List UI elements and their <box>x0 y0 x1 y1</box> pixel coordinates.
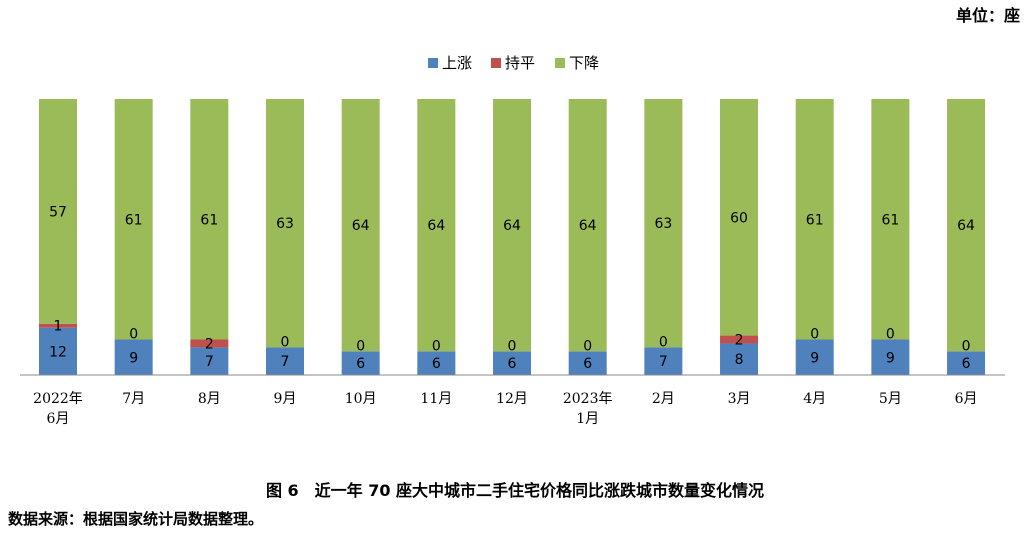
x-tick-label-11-0: 5月 <box>879 391 902 407</box>
bars <box>39 99 986 375</box>
value-label-持平-8: 0 <box>659 334 668 350</box>
x-tick-label-8-0: 2月 <box>652 391 675 407</box>
bar-segment-上涨-1 <box>114 339 153 375</box>
value-label-下降-11: 61 <box>881 212 899 228</box>
x-tick-label-3-0: 9月 <box>274 391 297 407</box>
value-label-下降-0: 57 <box>49 204 67 220</box>
value-label-下降-5: 64 <box>427 218 445 234</box>
x-tick-label-4-0: 10月 <box>345 391 377 407</box>
value-label-持平-1: 0 <box>129 327 138 343</box>
value-labels: 1215790617261706360646064606460647063826… <box>49 204 975 372</box>
value-label-持平-11: 0 <box>886 327 895 343</box>
bar-segment-持平-9 <box>720 335 759 344</box>
x-tick-label-1-0: 7月 <box>122 391 145 407</box>
bar-segment-下降-7 <box>568 99 607 352</box>
legend-swatch-上涨 <box>428 58 438 68</box>
bar-segment-下降-11 <box>871 99 910 340</box>
bar-segment-下降-2 <box>190 99 229 340</box>
value-label-持平-5: 0 <box>432 338 441 354</box>
bar-segment-下降-3 <box>266 99 305 348</box>
legend: 上涨 持平 下降 <box>428 54 599 72</box>
value-label-上涨-0: 12 <box>49 344 67 360</box>
bar-segment-下降-5 <box>417 99 456 352</box>
unit-label: 单位：座 <box>955 6 1020 25</box>
value-label-持平-7: 0 <box>583 338 592 354</box>
bar-segment-上涨-0 <box>39 327 77 375</box>
value-label-持平-3: 0 <box>281 334 290 350</box>
x-tick-label-0-0: 2022年 <box>33 391 83 407</box>
legend-label-下降: 下降 <box>569 54 599 72</box>
bar-segment-下降-6 <box>493 99 532 352</box>
value-label-上涨-6: 6 <box>508 356 517 372</box>
bar-segment-下降-8 <box>644 99 683 348</box>
value-label-下降-2: 61 <box>200 212 218 228</box>
value-label-上涨-8: 7 <box>659 354 668 370</box>
bar-segment-上涨-7 <box>568 351 607 375</box>
value-label-下降-1: 61 <box>125 212 143 228</box>
bar-segment-上涨-12 <box>947 351 986 375</box>
bar-segment-上涨-4 <box>341 351 380 375</box>
bar-segment-上涨-2 <box>190 347 229 375</box>
x-tick-label-7-1: 1月 <box>576 411 599 427</box>
x-tick-label-5-0: 11月 <box>420 391 452 407</box>
value-label-上涨-11: 9 <box>886 350 895 366</box>
value-label-持平-12: 0 <box>962 338 971 354</box>
value-label-持平-0: 1 <box>54 319 63 335</box>
x-tick-labels: 2022年 6月 7月 8月 9月 10月 11月 12月 2023年 1月 2月 3月 4月 5月 6月 <box>33 391 977 427</box>
bar-segment-上涨-10 <box>795 339 834 375</box>
bar-segment-下降-0 <box>39 99 77 324</box>
value-label-下降-3: 63 <box>276 216 294 232</box>
bar-segment-上涨-11 <box>871 339 910 375</box>
bar-segment-上涨-5 <box>417 351 456 375</box>
bar-segment-上涨-3 <box>266 347 305 375</box>
value-label-下降-4: 64 <box>352 218 370 234</box>
value-label-上涨-2: 7 <box>205 354 214 370</box>
value-label-上涨-10: 9 <box>810 350 819 366</box>
x-tick-label-6-0: 12月 <box>496 391 528 407</box>
value-label-持平-2: 2 <box>205 336 214 352</box>
legend-swatch-下降 <box>555 58 565 68</box>
value-label-下降-10: 61 <box>806 212 824 228</box>
stacked-bar-chart: 上涨 持平 下降 121579061726170636064606460646064… <box>20 54 1005 427</box>
value-label-上涨-3: 7 <box>281 354 290 370</box>
legend-label-上涨: 上涨 <box>442 54 472 72</box>
value-label-上涨-5: 6 <box>432 356 441 372</box>
value-label-下降-7: 64 <box>579 218 597 234</box>
x-tick-label-0-1: 6月 <box>47 411 70 427</box>
legend-swatch-持平 <box>491 58 501 68</box>
value-label-持平-9: 2 <box>735 333 744 349</box>
value-label-下降-9: 60 <box>730 210 748 226</box>
x-tick-label-2-0: 8月 <box>198 391 221 407</box>
value-label-持平-4: 0 <box>356 338 365 354</box>
bar-segment-下降-12 <box>947 99 986 352</box>
bar-segment-下降-10 <box>795 99 834 340</box>
value-label-上涨-4: 6 <box>356 356 365 372</box>
bar-segment-上涨-6 <box>493 351 532 375</box>
x-tick-label-12-0: 6月 <box>955 391 978 407</box>
bar-segment-持平-2 <box>190 339 229 348</box>
x-tick-label-7-0: 2023年 <box>563 391 613 407</box>
bar-segment-上涨-8 <box>644 347 683 375</box>
value-label-上涨-7: 6 <box>583 356 592 372</box>
bar-segment-下降-9 <box>720 99 759 336</box>
value-label-下降-12: 64 <box>957 218 975 234</box>
legend-label-持平: 持平 <box>505 54 535 72</box>
value-label-上涨-12: 6 <box>962 356 971 372</box>
value-label-上涨-9: 8 <box>735 352 744 368</box>
value-label-下降-8: 63 <box>654 216 672 232</box>
bar-segment-下降-1 <box>114 99 153 340</box>
bar-segment-上涨-9 <box>720 343 759 375</box>
data-source-note: 数据来源：根据国家统计局数据整理。 <box>8 510 264 528</box>
x-tick-label-9-0: 3月 <box>728 391 751 407</box>
value-label-下降-6: 64 <box>503 218 521 234</box>
x-tick-label-10-0: 4月 <box>803 391 826 407</box>
value-label-上涨-1: 9 <box>129 350 138 366</box>
value-label-持平-10: 0 <box>810 327 819 343</box>
value-label-持平-6: 0 <box>508 338 517 354</box>
bar-segment-下降-4 <box>341 99 380 352</box>
figure-caption: 图 6 近一年 70 座大中城市二手住宅价格同比涨跌城市数量变化情况 <box>265 481 765 500</box>
bar-segment-持平-0 <box>39 323 77 328</box>
